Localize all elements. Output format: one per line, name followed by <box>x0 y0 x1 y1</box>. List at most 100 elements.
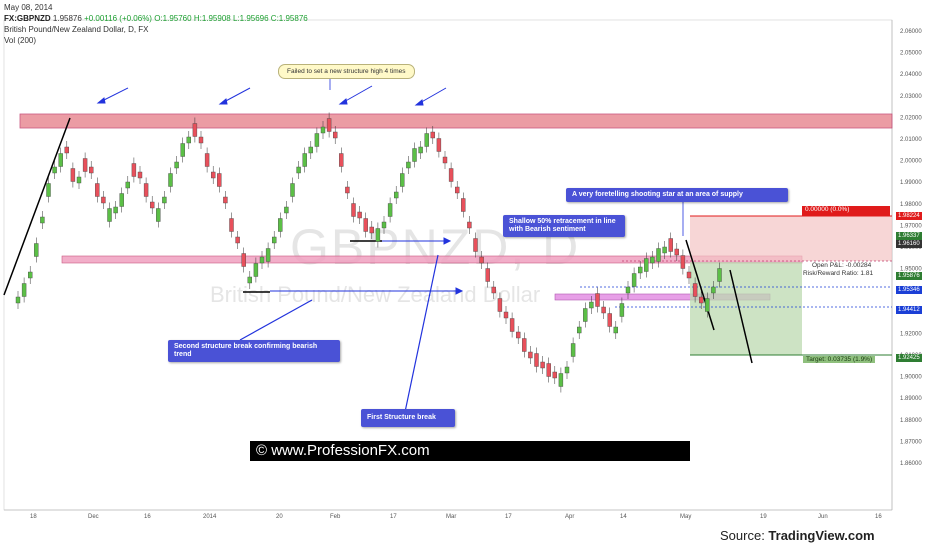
candle-body <box>357 211 362 219</box>
resistance-zone <box>19 113 893 129</box>
price-tick-label: 2.01000 <box>900 137 922 143</box>
chart-panel[interactable]: GBPNZD, D British Pound/New Zealand Doll… <box>0 0 932 522</box>
candle-body <box>40 216 45 224</box>
candle-body <box>46 183 51 197</box>
candle-body <box>64 146 70 154</box>
candle-body <box>76 176 82 184</box>
source-brand[interactable]: TradingView.com <box>768 528 875 543</box>
candle-body <box>113 206 118 214</box>
price-tick-label: 2.04000 <box>900 72 922 78</box>
trendline-drop <box>685 239 715 331</box>
candle-body <box>613 326 618 334</box>
retracement-callout[interactable]: Shallow 50% retracement in line with Bea… <box>503 215 625 237</box>
candle-body <box>320 126 326 134</box>
price-tag: 1.92425 <box>896 354 922 362</box>
candle-body <box>259 256 265 264</box>
failed-high-callout[interactable]: Failed to set a new structure high 4 tim… <box>278 64 415 79</box>
candle-body <box>491 286 496 294</box>
candle-body <box>607 313 612 327</box>
candle-body <box>21 283 27 297</box>
open-pl-label: Open P&L: -0.00284 <box>812 262 872 269</box>
candle-body <box>363 218 368 232</box>
candle-body <box>686 271 692 279</box>
candle-body <box>284 206 289 214</box>
candle-body <box>70 168 76 182</box>
candle-body <box>406 161 411 169</box>
time-tick-label: 17 <box>505 514 512 520</box>
candle-body <box>528 351 533 359</box>
candle-body <box>272 236 277 244</box>
candle-body <box>296 166 301 174</box>
time-tick-label: 16 <box>144 514 151 520</box>
name-watermark: British Pound/New Zealand Dollar <box>210 282 541 307</box>
price-tick-label: 1.86000 <box>900 461 922 467</box>
time-tick-label: 18 <box>30 514 37 520</box>
price-tick-label: 2.00000 <box>900 159 922 165</box>
candle-body <box>198 136 204 144</box>
candle-body <box>558 373 564 387</box>
candle-body <box>467 221 472 229</box>
candle-body <box>52 166 57 174</box>
ohlc-low: L:1.95696 <box>232 14 269 23</box>
symbol-label[interactable]: FX:GBPNZD <box>4 14 51 23</box>
candle-body <box>412 148 417 162</box>
price-chart[interactable]: 2.06000 2.05000 2.04000 2.03000 2.02000 2.010… <box>0 0 932 522</box>
candle-body <box>156 208 161 222</box>
price-tick-label: 1.87000 <box>900 439 922 445</box>
candle-body <box>223 196 228 204</box>
price-tag: 1.95876 <box>896 272 922 280</box>
price-change: +0.00116 (+0.06%) <box>84 14 152 23</box>
price-tick-label: 2.03000 <box>900 94 922 100</box>
price-tick-label: 1.98000 <box>900 202 922 208</box>
candle-body <box>625 286 631 294</box>
shooting-star-callout[interactable]: A very foretelling shooting star at an a… <box>566 188 788 202</box>
candle-body <box>717 268 722 282</box>
candle-body <box>436 138 442 152</box>
volume-indicator[interactable]: Vol (200) <box>4 36 37 45</box>
ohlc-close: C:1.95876 <box>270 14 308 23</box>
ohlc-open: O:1.95760 <box>154 14 192 23</box>
candle-body <box>497 298 503 312</box>
website-banner[interactable]: © www.ProfessionFX.com <box>250 441 690 461</box>
candle-body <box>479 256 484 264</box>
candle-body <box>168 173 173 187</box>
candle-body <box>522 338 527 352</box>
candle-body <box>668 238 673 252</box>
candle-body <box>680 255 686 269</box>
price-tag: 1.96160 <box>896 240 922 248</box>
time-tick-label: 20 <box>276 514 283 520</box>
stop-badge <box>802 206 890 216</box>
candle-body <box>662 246 667 254</box>
first-break-callout[interactable]: First Structure break <box>361 409 455 427</box>
time-tick-label: May <box>680 514 691 520</box>
price-axis: 2.06000 2.05000 2.04000 2.03000 2.02000 2.010… <box>900 29 922 467</box>
candle-body <box>375 228 381 242</box>
chart-date: May 08, 2014 <box>4 3 53 12</box>
candle-body <box>351 203 356 217</box>
candle-body <box>162 196 167 204</box>
candle-body <box>619 303 625 317</box>
candle-body <box>253 263 259 277</box>
time-tick-label: 14 <box>620 514 627 520</box>
candle-body <box>210 171 216 179</box>
candle-body <box>534 353 539 367</box>
candle-body <box>217 173 222 187</box>
trendline-projection <box>729 269 753 364</box>
candle-body <box>369 226 374 234</box>
candle-body <box>15 296 21 304</box>
second-break-callout[interactable]: Second structure break confirming bearis… <box>168 340 340 362</box>
price-tick-label: 1.97000 <box>900 223 922 229</box>
target-label: Target: 0.03735 (1.9%) <box>803 356 876 363</box>
candle-body <box>540 361 545 369</box>
candle-body <box>107 208 112 222</box>
candle-body <box>82 158 88 172</box>
candle-body <box>229 218 234 232</box>
candle-body <box>442 156 448 164</box>
candle-body <box>235 236 240 244</box>
candle-body <box>577 326 582 334</box>
candle-body <box>650 256 655 264</box>
candle-body <box>570 343 576 357</box>
last-price: 1.95876 <box>52 14 82 23</box>
price-tick-label: 1.89000 <box>900 396 922 402</box>
risk-reward-label: Risk/Reward Ratio: 1.81 <box>803 270 874 277</box>
